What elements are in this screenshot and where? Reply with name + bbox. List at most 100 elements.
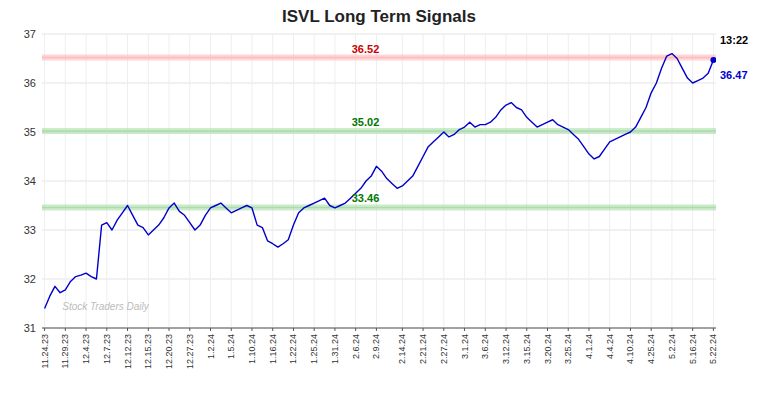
x-grid-line bbox=[334, 34, 335, 328]
reference-line bbox=[42, 207, 716, 209]
x-tick-label: 3.6.24 bbox=[480, 334, 490, 359]
x-tick-label: 5.16.24 bbox=[688, 334, 698, 364]
x-tick bbox=[506, 328, 507, 331]
x-tick-label: 3.15.24 bbox=[522, 334, 532, 364]
x-grid-line bbox=[588, 34, 589, 328]
series bbox=[45, 54, 716, 309]
y-tick-label: 36 bbox=[24, 77, 36, 89]
x-grid-line bbox=[630, 34, 631, 328]
x-tick-label: 1.22.24 bbox=[288, 334, 298, 364]
x-grid-line bbox=[713, 34, 714, 328]
x-grid-line bbox=[251, 34, 252, 328]
x-tick-label: 3.25.24 bbox=[563, 334, 573, 364]
x-grid-line bbox=[423, 34, 424, 328]
x-grid-line bbox=[402, 34, 403, 328]
last-point bbox=[710, 57, 716, 63]
x-tick bbox=[485, 328, 486, 331]
x-tick-label: 3.12.24 bbox=[501, 334, 511, 364]
x-tick bbox=[106, 328, 107, 331]
x-tick bbox=[314, 328, 315, 331]
x-grid-line bbox=[568, 34, 569, 328]
x-grid-line bbox=[231, 34, 232, 328]
x-tick-label: 5.22.24 bbox=[708, 334, 718, 364]
x-grid-line bbox=[443, 34, 444, 328]
x-grid-line bbox=[44, 34, 45, 328]
x-tick bbox=[547, 328, 548, 331]
x-grid-line bbox=[314, 34, 315, 328]
x-tick bbox=[231, 328, 232, 331]
reference-label: 36.52 bbox=[352, 43, 380, 55]
x-tick-label: 4.1.24 bbox=[584, 334, 594, 359]
reference-lines bbox=[42, 55, 716, 211]
x-grid-line bbox=[485, 34, 486, 328]
x-tick bbox=[568, 328, 569, 331]
reference-label: 35.02 bbox=[352, 116, 380, 128]
x-tick bbox=[443, 328, 444, 331]
x-tick-label: 1.31.24 bbox=[330, 334, 340, 364]
x-tick-label: 2.9.24 bbox=[371, 334, 381, 359]
y-grid-line bbox=[42, 181, 716, 182]
x-tick bbox=[272, 328, 273, 331]
y-grid-line bbox=[42, 230, 716, 231]
x-grid-line bbox=[65, 34, 66, 328]
x-grid-line bbox=[464, 34, 465, 328]
x-grid-line bbox=[547, 34, 548, 328]
y-tick-label: 37 bbox=[24, 28, 36, 40]
x-tick-label: 12.15.23 bbox=[143, 334, 153, 369]
x-tick-label: 12.4.23 bbox=[81, 334, 91, 364]
x-tick-label: 1.16.24 bbox=[268, 334, 278, 364]
x-tick bbox=[127, 328, 128, 331]
x-tick bbox=[189, 328, 190, 331]
x-tick-label: 11.24.23 bbox=[40, 334, 50, 368]
x-grid-line bbox=[210, 34, 211, 328]
x-tick-label: 3.1.24 bbox=[460, 334, 470, 359]
x-tick-label: 4.25.24 bbox=[646, 334, 656, 364]
y-grid-line bbox=[42, 279, 716, 280]
x-grid-line bbox=[106, 34, 107, 328]
reference-line bbox=[42, 130, 716, 132]
y-tick-label: 35 bbox=[24, 126, 36, 138]
x-tick-label: 2.14.24 bbox=[397, 334, 407, 364]
x-tick bbox=[86, 328, 87, 331]
x-tick-label: 4.10.24 bbox=[625, 334, 635, 364]
x-tick bbox=[526, 328, 527, 331]
x-axis-line bbox=[42, 327, 716, 328]
x-tick bbox=[692, 328, 693, 331]
reference-line bbox=[42, 57, 716, 59]
y-grid-line bbox=[42, 34, 716, 35]
x-tick-label: 5.2.24 bbox=[667, 334, 677, 359]
x-grid-line bbox=[506, 34, 507, 328]
y-tick-label: 33 bbox=[24, 224, 36, 236]
axes: 3132333435363711.24.2311.29.2312.4.2312.… bbox=[24, 28, 719, 369]
title: ISVL Long Term Signals bbox=[282, 7, 476, 26]
x-grid-line bbox=[355, 34, 356, 328]
y-tick-label: 34 bbox=[24, 175, 36, 187]
x-tick bbox=[334, 328, 335, 331]
x-tick-label: 12.7.23 bbox=[102, 334, 112, 364]
x-tick-label: 12.20.23 bbox=[164, 334, 174, 369]
x-tick-label: 1.5.24 bbox=[226, 334, 236, 359]
x-tick bbox=[713, 328, 714, 331]
x-grid-line bbox=[293, 34, 294, 328]
x-grid-line bbox=[189, 34, 190, 328]
x-tick bbox=[609, 328, 610, 331]
x-tick bbox=[651, 328, 652, 331]
x-grid-line bbox=[609, 34, 610, 328]
x-tick bbox=[402, 328, 403, 331]
x-tick bbox=[44, 328, 45, 331]
grid bbox=[42, 34, 716, 328]
x-grid-line bbox=[86, 34, 87, 328]
y-tick-label: 32 bbox=[24, 273, 36, 285]
reference-band bbox=[42, 204, 716, 210]
x-tick-label: 4.4.24 bbox=[605, 334, 615, 359]
x-tick-label: 2.6.24 bbox=[351, 334, 361, 359]
y-tick-label: 31 bbox=[24, 322, 36, 334]
x-tick bbox=[293, 328, 294, 331]
x-grid-line bbox=[526, 34, 527, 328]
annotation-time: 13:22 bbox=[720, 34, 748, 46]
x-tick bbox=[376, 328, 377, 331]
x-tick bbox=[148, 328, 149, 331]
annotation-price: 36.47 bbox=[720, 69, 748, 81]
x-tick bbox=[355, 328, 356, 331]
x-grid-line bbox=[376, 34, 377, 328]
